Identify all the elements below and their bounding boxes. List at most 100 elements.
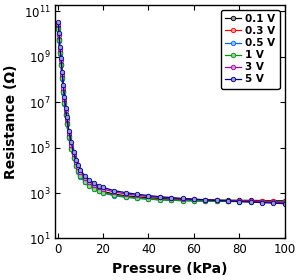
0.1 V <box>215 199 218 202</box>
3 V <box>60 72 64 76</box>
0.5 V <box>76 171 80 174</box>
5 V <box>59 57 63 60</box>
5 V <box>226 199 230 203</box>
0.1 V <box>238 199 241 202</box>
1 V <box>147 197 150 201</box>
5 V <box>135 193 139 196</box>
0.3 V <box>63 102 66 105</box>
0.1 V <box>59 62 63 65</box>
Line: 0.5 V: 0.5 V <box>56 27 287 204</box>
0.1 V <box>60 76 64 79</box>
0.3 V <box>112 193 116 197</box>
Line: 0.1 V: 0.1 V <box>56 25 287 203</box>
1 V <box>272 200 275 204</box>
0.1 V <box>249 199 252 202</box>
5 V <box>64 107 68 110</box>
0.5 V <box>65 123 68 126</box>
0.3 V <box>83 180 87 183</box>
1 V <box>67 136 71 139</box>
0.3 V <box>64 113 68 116</box>
0.3 V <box>97 189 100 192</box>
0.1 V <box>203 198 207 202</box>
0.5 V <box>238 200 241 203</box>
0.3 V <box>181 199 184 202</box>
5 V <box>72 150 75 153</box>
0.1 V <box>181 198 184 201</box>
0.5 V <box>158 198 162 202</box>
0.1 V <box>56 26 60 29</box>
Line: 5 V: 5 V <box>56 20 287 206</box>
0.1 V <box>192 198 196 201</box>
1 V <box>74 164 78 167</box>
3 V <box>226 199 230 202</box>
0.3 V <box>58 52 62 55</box>
0.3 V <box>203 199 207 202</box>
5 V <box>181 197 184 200</box>
0.1 V <box>158 197 162 200</box>
3 V <box>272 200 275 204</box>
0.3 V <box>260 199 264 203</box>
1 V <box>65 122 68 125</box>
3 V <box>59 59 63 62</box>
0.5 V <box>169 199 173 202</box>
0.1 V <box>101 190 105 193</box>
0.1 V <box>57 37 61 40</box>
1 V <box>76 170 80 173</box>
1 V <box>124 195 128 199</box>
Line: 1 V: 1 V <box>56 26 287 204</box>
0.1 V <box>67 135 71 138</box>
0.5 V <box>67 136 71 140</box>
0.3 V <box>67 136 71 139</box>
5 V <box>238 200 241 203</box>
5 V <box>79 168 82 172</box>
5 V <box>203 198 207 201</box>
X-axis label: Pressure (kPa): Pressure (kPa) <box>112 262 228 276</box>
5 V <box>56 20 60 24</box>
0.5 V <box>226 200 230 203</box>
3 V <box>260 200 264 204</box>
0.5 V <box>192 199 196 202</box>
0.5 V <box>112 194 116 197</box>
0.3 V <box>101 191 105 194</box>
0.1 V <box>88 183 91 186</box>
0.5 V <box>135 197 139 200</box>
5 V <box>60 70 64 73</box>
3 V <box>283 201 286 204</box>
3 V <box>76 166 80 169</box>
0.1 V <box>283 199 286 202</box>
0.3 V <box>61 90 65 94</box>
3 V <box>249 200 252 203</box>
5 V <box>63 95 66 99</box>
1 V <box>97 189 100 192</box>
3 V <box>112 190 116 194</box>
0.5 V <box>79 175 82 178</box>
0.1 V <box>92 186 96 189</box>
1 V <box>64 113 68 116</box>
1 V <box>59 63 63 67</box>
0.1 V <box>70 146 73 149</box>
0.3 V <box>147 197 150 200</box>
0.3 V <box>226 199 230 202</box>
1 V <box>63 102 66 105</box>
0.5 V <box>181 199 184 202</box>
0.1 V <box>135 195 139 199</box>
5 V <box>74 158 78 161</box>
1 V <box>79 174 82 178</box>
0.3 V <box>215 199 218 202</box>
3 V <box>74 160 78 163</box>
0.5 V <box>70 148 73 151</box>
5 V <box>97 184 100 187</box>
3 V <box>135 194 139 197</box>
0.3 V <box>57 38 61 41</box>
0.3 V <box>272 199 275 203</box>
0.3 V <box>249 199 252 203</box>
0.1 V <box>61 89 65 93</box>
1 V <box>83 180 87 183</box>
1 V <box>249 200 252 203</box>
0.5 V <box>249 200 252 203</box>
3 V <box>192 198 196 201</box>
3 V <box>169 197 173 200</box>
1 V <box>203 199 207 203</box>
0.5 V <box>56 27 60 31</box>
0.5 V <box>272 200 275 203</box>
